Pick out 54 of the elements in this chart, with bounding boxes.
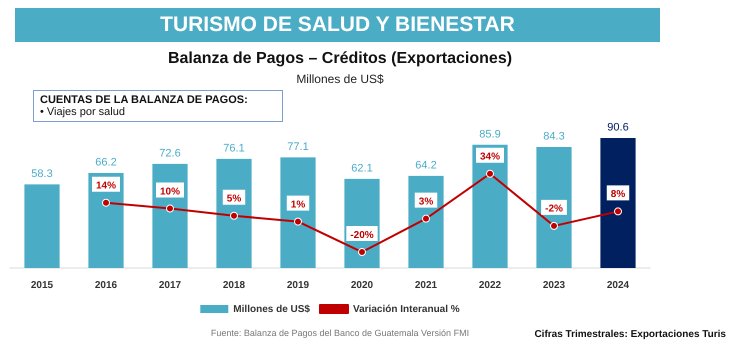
data-label: 58.3 [31,168,53,180]
point [294,218,302,226]
x-tick-label: 2024 [606,280,630,291]
x-tick-label: 2022 [478,280,502,291]
point [614,207,622,216]
chart-subtitle: Balanza de Pagos – Créditos (Exportaciones) [166,50,514,68]
data-label: 10% [160,186,180,198]
x-tick-label: 2021 [414,280,438,291]
data-label: 66.2 [95,156,117,169]
data-label: -20% [350,230,374,241]
data-label: 8% [610,189,626,200]
bar [472,144,508,268]
x-tick-label: 2015 [30,280,54,291]
legend-label: Variación Interanual % [352,304,460,315]
data-label: 62.1 [351,162,373,174]
x-tick-label: 2023 [542,280,566,291]
chart-title: TURISMO DE SALUD Y BIENESTAR [15,8,660,42]
text: • Viajes por salud [40,106,126,118]
data-label: 76.1 [223,142,245,154]
data-label: 85.9 [479,128,501,140]
point [422,214,430,223]
source-note: Fuente: Balanza de Pagos del Banco de Guatemala Versión FMI [210,328,470,338]
bar [536,147,572,268]
data-label: 34% [480,151,500,162]
point [486,170,494,178]
data-label: 1% [290,199,306,210]
point [358,248,366,256]
data-label: -2% [545,204,563,215]
data-label: 3% [418,196,434,208]
bar [408,176,444,268]
bar [24,184,60,268]
data-label: 64.2 [415,159,437,172]
bar [600,138,636,268]
data-label: 90.6 [607,122,629,134]
text: Millones de US$ [295,72,385,86]
x-tick-label: 2018 [222,280,246,291]
point [230,212,238,220]
legend-label: Millones de US$ [233,304,310,315]
point [102,198,110,207]
text: Cifras Trimestrales: Exportaciones Turis [534,329,726,340]
data-label: 5% [226,194,242,205]
x-tick-label: 2020 [350,280,374,291]
data-label: 14% [96,180,116,192]
bar [216,158,252,268]
point [166,204,174,213]
x-tick-label: 2019 [286,280,310,291]
data-label: 77.1 [287,140,309,153]
data-label: 72.6 [159,147,181,160]
point [550,222,558,230]
x-tick-label: 2016 [94,280,118,291]
bar [280,157,316,268]
x-tick-label: 2017 [158,280,182,291]
text: CUENTAS DE LA BALANZA DE PAGOS: [40,94,249,106]
data-label: 84.3 [543,130,565,143]
